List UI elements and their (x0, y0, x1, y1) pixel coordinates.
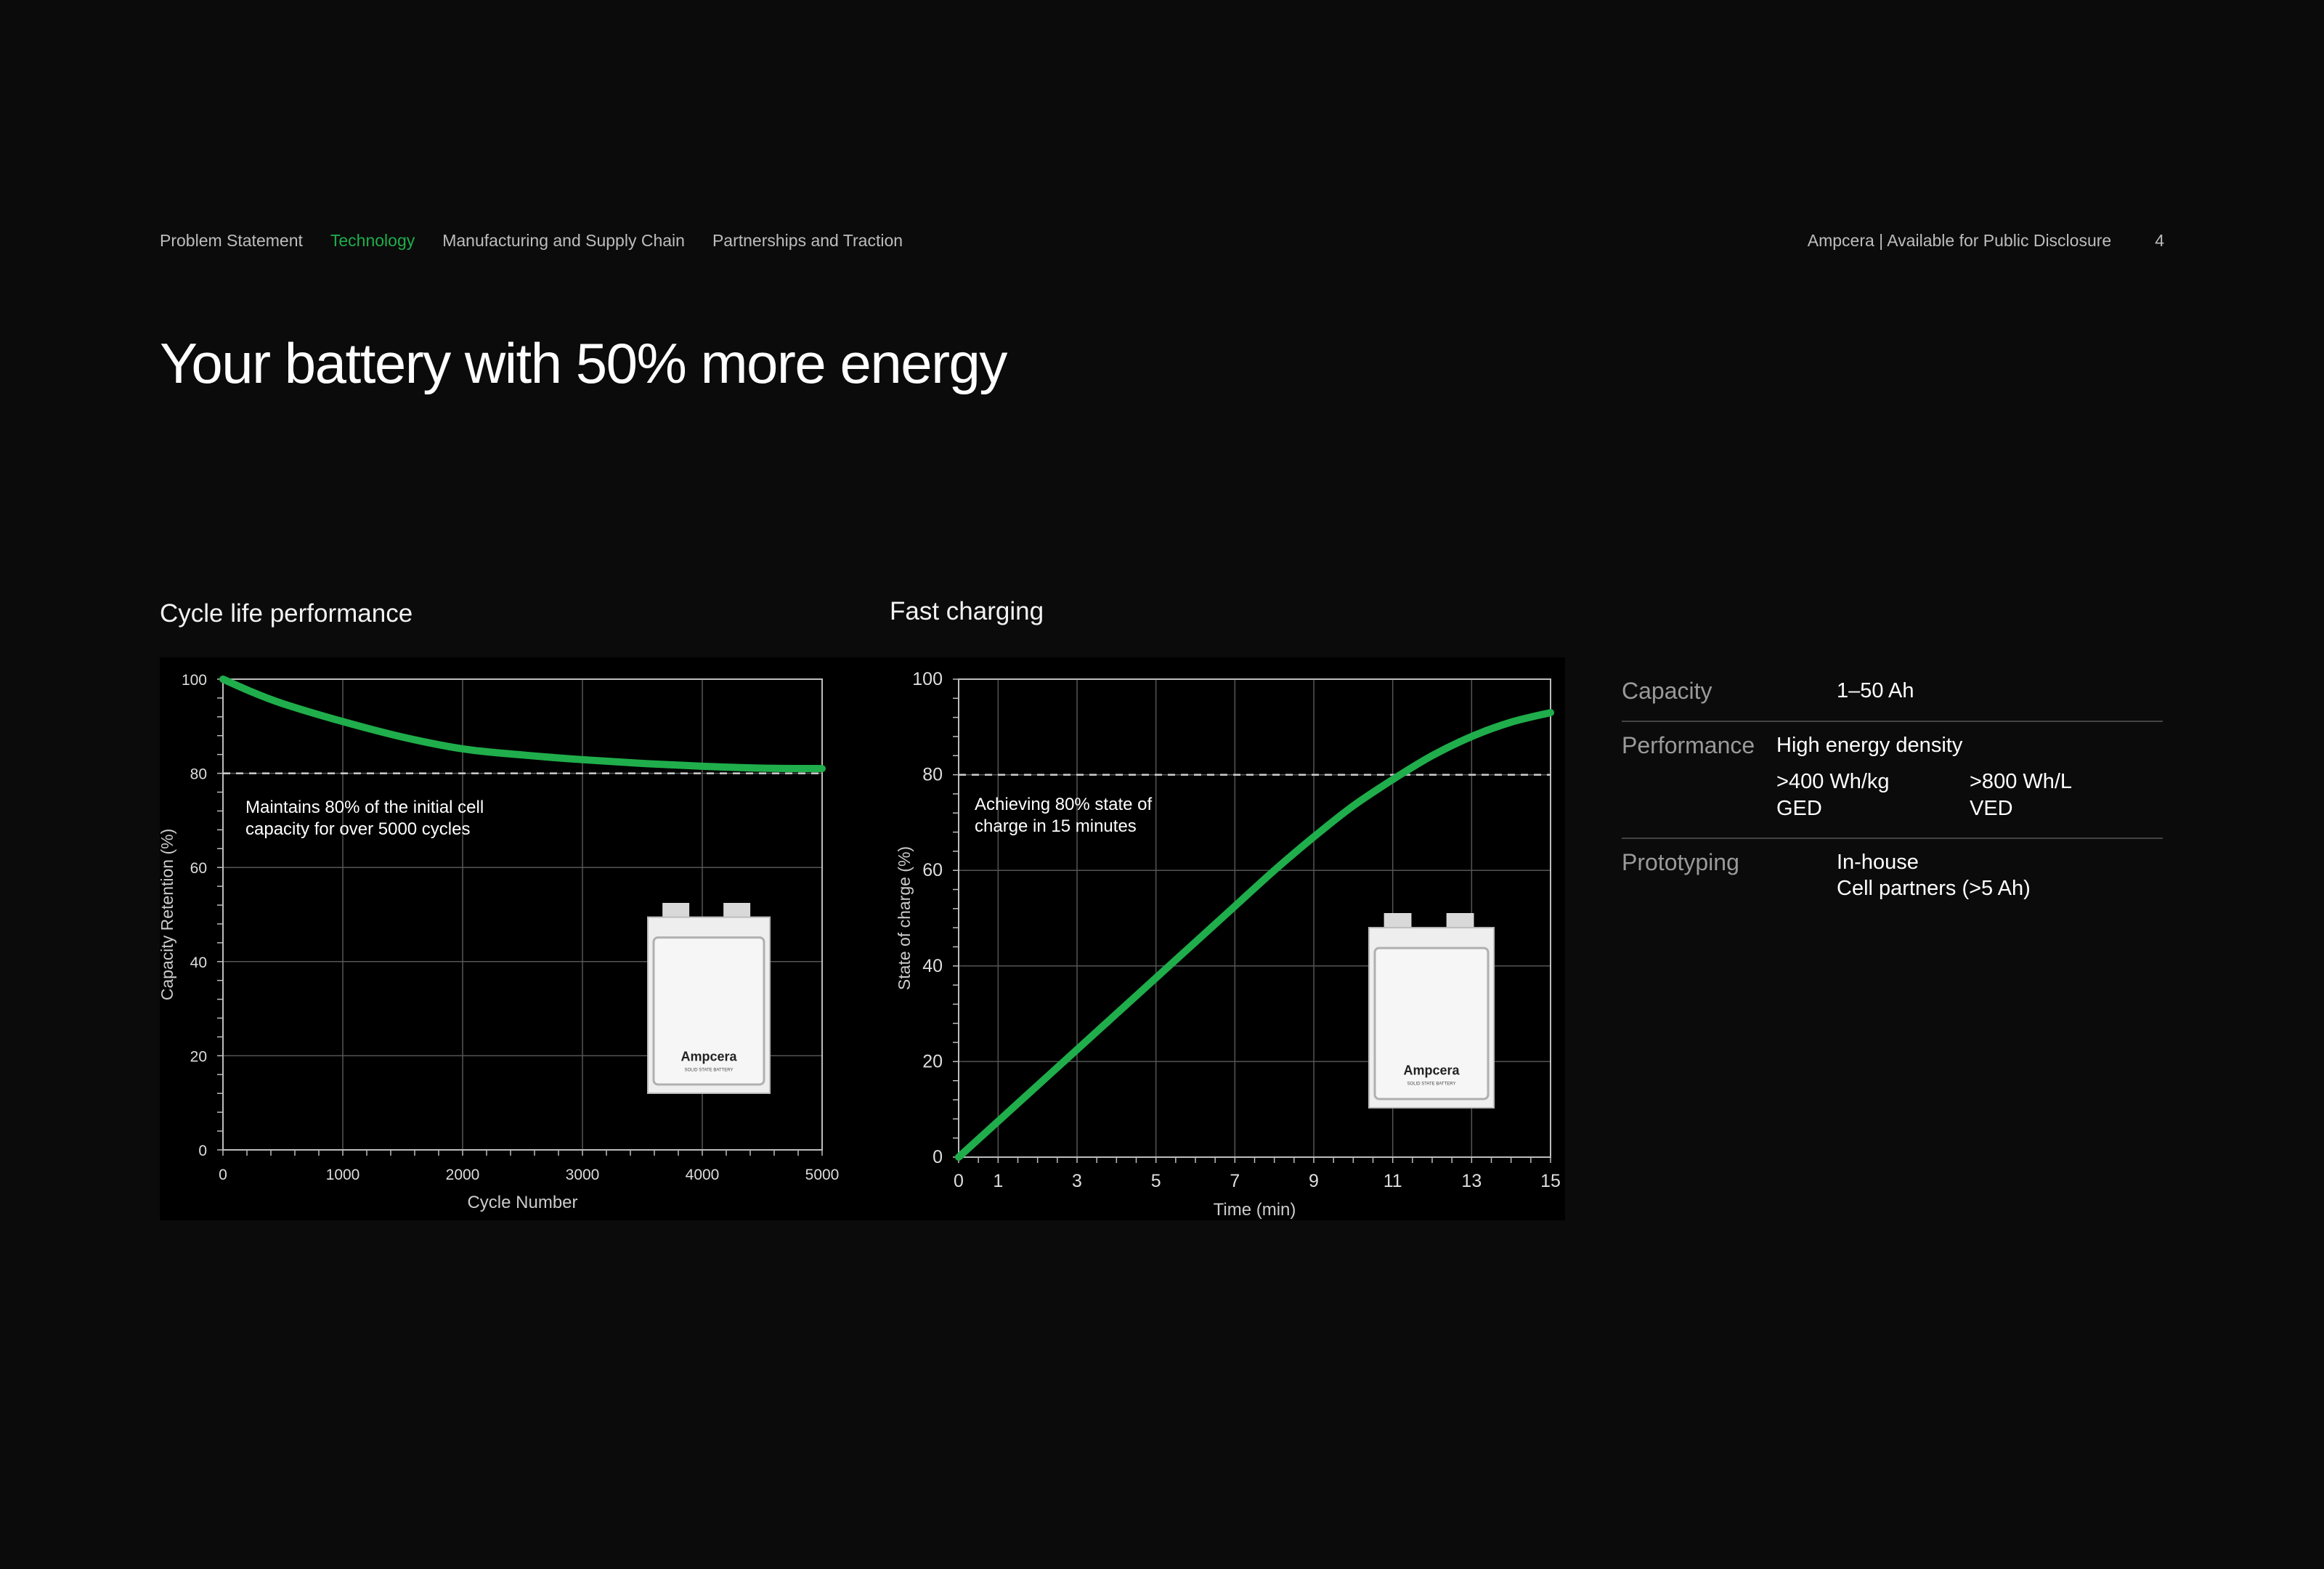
chart1-x-tick-label: 11 (1384, 1171, 1402, 1191)
chart0-y-tick-label: 80 (190, 766, 207, 783)
chart0-x-tick-label: 3000 (566, 1167, 600, 1183)
spec-row-performance: Performance High energy density >400 Wh/… (1622, 722, 2163, 839)
chart1-x-tick-label: 3 (1072, 1171, 1082, 1191)
spec-label-capacity: Capacity (1622, 678, 1712, 704)
performance-metrics: >400 Wh/kg GED >800 Wh/L VED (1776, 769, 2163, 822)
section-nav: Problem Statement Technology Manufacturi… (160, 231, 903, 251)
ged-metric: >400 Wh/kg GED (1776, 769, 1970, 822)
ved-metric: >800 Wh/L VED (1970, 769, 2163, 822)
chart1-x-tick-label: 0 (954, 1171, 964, 1191)
page-title: Your battery with 50% more energy (160, 331, 1007, 395)
chart0-annotation: Maintains 80% of the initial cell capacit… (245, 798, 484, 839)
chart1-y-tick-label: 100 (912, 669, 943, 689)
chart0-x-axis-label: Cycle Number (467, 1193, 577, 1212)
chart0-battery-tab-right (723, 903, 751, 917)
ged-value: >400 Wh/kg (1776, 770, 1890, 794)
chart1-series-line-0 (955, 709, 1554, 1161)
chart0-y-axis-label: Capacity Retention (%) (160, 829, 176, 1001)
chart1-x-tick-label: 7 (1230, 1171, 1240, 1191)
chart0-battery-tagline: SOLID STATE BATTERY (685, 1068, 734, 1072)
nav-item-manufacturing[interactable]: Manufacturing and Supply Chain (442, 231, 685, 250)
chart0-battery-image: Ampcera SOLID STATE BATTERY (647, 903, 771, 1094)
page-number: 4 (2155, 231, 2164, 250)
chart0-battery-tab-left (662, 903, 690, 917)
chart0-battery-brand: Ampcera (680, 1049, 737, 1063)
chart0-y-tick-label: 100 (182, 672, 207, 689)
chart1-annotation-line: charge in 15 minutes (975, 816, 1137, 836)
chart1-battery-brand: Ampcera (1403, 1063, 1460, 1077)
disclosure-label: Ampcera | Available for Public Disclosur… (1807, 231, 2112, 250)
nav-item-partnerships[interactable]: Partnerships and Traction (712, 231, 903, 250)
chart1-x-tick-label: 15 (1540, 1171, 1561, 1191)
chart0-annotation-line: Maintains 80% of the initial cell (245, 798, 484, 817)
chart0-x-tick-label: 0 (219, 1167, 227, 1183)
chart0-series-line-0 (219, 676, 826, 773)
fast-charging-chart-panel: 0 1 3 5 7 9 11 13 15 0 20 40 60 80 100 Time (min) State … (857, 657, 1565, 1220)
chart1-y-tick-label: 60 (922, 860, 943, 880)
spec-label-performance: Performance (1622, 732, 1755, 758)
chart1-x-tick-label: 1 (993, 1171, 1003, 1191)
nav-item-technology[interactable]: Technology (330, 231, 415, 250)
chart1-battery-tab-right (1446, 913, 1474, 928)
chart1-y-tick-label: 80 (922, 765, 943, 785)
chart0-plot-frame (222, 678, 823, 1151)
chart0-battery-pouch (652, 936, 765, 1086)
chart1-x-tick-label: 5 (1151, 1171, 1161, 1191)
chart0-x-tick-label: 5000 (805, 1167, 840, 1183)
chart1-x-tick-label: 9 (1309, 1171, 1319, 1191)
ved-label: VED (1970, 796, 2013, 820)
chart0-x-tick-label: 2000 (446, 1167, 480, 1183)
chart1-y-axis-label: State of charge (%) (895, 846, 914, 990)
cycle-life-chart: 0 1000 2000 3000 4000 5000 0 20 40 60 80 100 Cycle N… (158, 672, 840, 1212)
chart1-battery-pouch (1373, 946, 1490, 1100)
spec-value-prototyping: In-house Cell partners (>5 Ah) (1837, 849, 2031, 902)
chart0-annotation-line: capacity for over 5000 cycles (245, 819, 470, 839)
header-right: Ampcera | Available for Public Disclosur… (1808, 231, 2164, 251)
fast-charging-title: Fast charging (890, 597, 1044, 625)
cycle-life-chart-panel: 0 1000 2000 3000 4000 5000 0 20 40 60 80 100 Cycle N… (158, 657, 857, 1220)
chart0-y-tick-label: 20 (190, 1048, 207, 1065)
chart1-annotation: Achieving 80% state of charge in 15 minut… (975, 795, 1152, 836)
chart0-y-tick-label: 40 (190, 954, 207, 971)
spec-value-performance: High energy density >400 Wh/kg GED >800 … (1776, 732, 2163, 822)
chart0-y-tick-label: 0 (198, 1143, 207, 1159)
prototyping-line-2: Cell partners (>5 Ah) (1837, 877, 2031, 900)
chart1-y-tick-label: 20 (922, 1051, 943, 1071)
chart1-battery-image: Ampcera SOLID STATE BATTERY (1368, 913, 1495, 1108)
spec-label-prototyping: Prototyping (1622, 848, 1739, 875)
spec-value-capacity: 1–50 Ah (1837, 679, 1914, 702)
chart1-annotation-line: Achieving 80% state of (975, 795, 1152, 814)
chart1-y-tick-label: 0 (933, 1147, 943, 1167)
nav-item-problem-statement[interactable]: Problem Statement (160, 231, 303, 250)
chart0-minor-ticks (217, 678, 823, 1156)
chart0-x-tick-label: 4000 (686, 1167, 720, 1183)
spec-row-prototyping: Prototyping In-house Cell partners (>5 A… (1622, 839, 2163, 918)
prototyping-line-1: In-house (1837, 850, 1919, 874)
chart1-battery-tagline: SOLID STATE BATTERY (1407, 1082, 1456, 1086)
chart1-battery-tab-left (1384, 913, 1412, 928)
chart1-y-tick-label: 40 (922, 956, 943, 976)
cycle-life-title: Cycle life performance (160, 599, 413, 628)
spec-table: Capacity 1–50 Ah Performance High energy… (1622, 672, 2163, 917)
performance-summary: High energy density (1776, 734, 1963, 757)
spec-row-capacity: Capacity 1–50 Ah (1622, 672, 2163, 722)
ged-label: GED (1776, 796, 1822, 820)
chart1-x-tick-label: 13 (1461, 1171, 1482, 1191)
chart0-y-tick-label: 60 (190, 860, 207, 877)
chart1-x-axis-label: Time (min) (1214, 1200, 1296, 1220)
ved-value: >800 Wh/L (1970, 770, 2073, 794)
chart0-x-tick-label: 1000 (326, 1167, 360, 1183)
